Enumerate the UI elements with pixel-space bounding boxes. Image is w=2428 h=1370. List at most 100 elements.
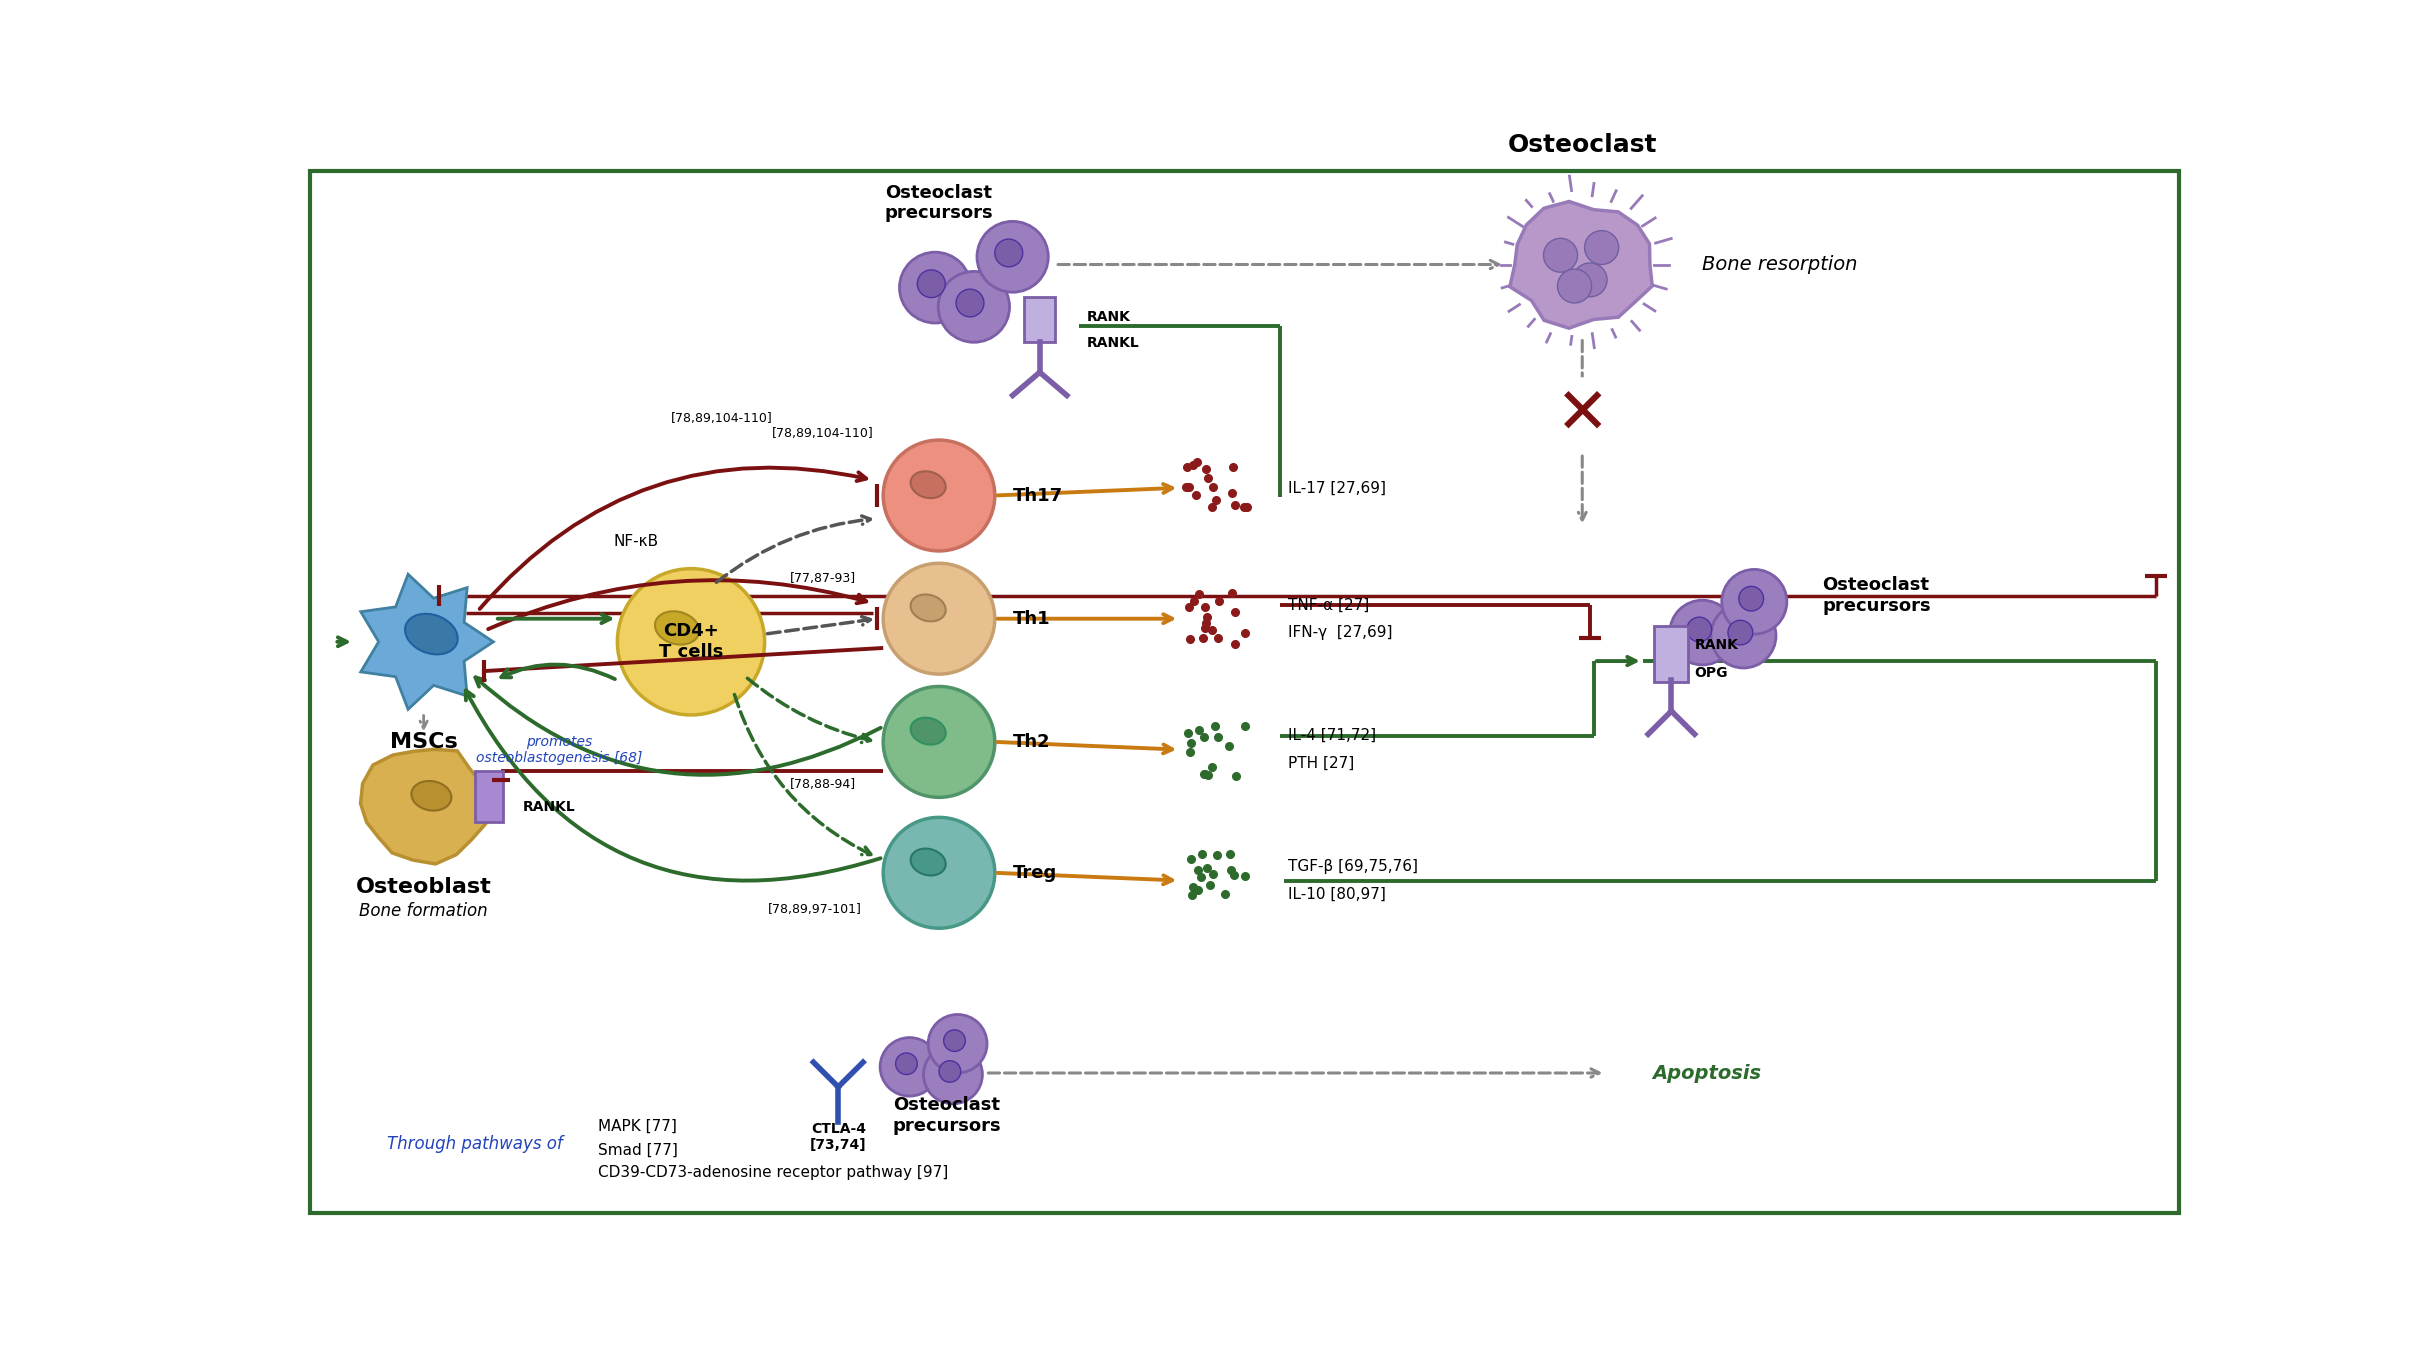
FancyArrowPatch shape	[420, 715, 427, 729]
Polygon shape	[1510, 201, 1651, 329]
Text: Osteoclast
precursors: Osteoclast precursors	[1823, 577, 1930, 615]
FancyArrowPatch shape	[476, 677, 881, 775]
Text: [78,89,104-110]: [78,89,104-110]	[670, 412, 772, 425]
Circle shape	[884, 686, 995, 797]
Text: Bone resorption: Bone resorption	[1702, 255, 1857, 274]
Ellipse shape	[910, 718, 944, 744]
Circle shape	[1729, 621, 1753, 645]
Circle shape	[1544, 238, 1578, 273]
Circle shape	[1721, 570, 1787, 634]
Circle shape	[896, 1054, 918, 1074]
Circle shape	[617, 569, 765, 715]
Circle shape	[995, 240, 1022, 267]
Circle shape	[1670, 600, 1736, 664]
Circle shape	[884, 818, 995, 929]
FancyArrowPatch shape	[1598, 656, 1636, 666]
Circle shape	[1687, 616, 1712, 641]
Text: NF-κB: NF-κB	[614, 534, 658, 549]
Text: TGF-β [69,75,76]: TGF-β [69,75,76]	[1287, 859, 1418, 874]
Text: IL-17 [27,69]: IL-17 [27,69]	[1287, 481, 1386, 496]
Text: [78,89,104-110]: [78,89,104-110]	[772, 427, 874, 440]
Text: promotes
osteoblastogenesis [68]: promotes osteoblastogenesis [68]	[476, 734, 643, 764]
Text: Osteoclast: Osteoclast	[1508, 133, 1656, 158]
FancyArrowPatch shape	[1059, 260, 1498, 269]
FancyArrowPatch shape	[1578, 340, 1585, 447]
Circle shape	[918, 270, 944, 297]
Text: Th17: Th17	[1012, 486, 1063, 504]
Text: RANKL: RANKL	[522, 800, 575, 814]
FancyArrowPatch shape	[481, 467, 867, 608]
Ellipse shape	[410, 781, 452, 811]
Text: [78,89,97-101]: [78,89,97-101]	[767, 903, 862, 917]
FancyArrowPatch shape	[998, 743, 1173, 754]
Text: PTH [27]: PTH [27]	[1287, 756, 1355, 771]
FancyArrowPatch shape	[466, 690, 881, 881]
Text: MSCs: MSCs	[391, 732, 456, 752]
Circle shape	[1556, 269, 1590, 303]
Text: IL-10 [80,97]: IL-10 [80,97]	[1287, 886, 1386, 901]
FancyArrowPatch shape	[998, 484, 1173, 496]
Text: Apoptosis: Apoptosis	[1651, 1063, 1760, 1082]
Text: RANK: RANK	[1695, 638, 1738, 652]
Text: Th1: Th1	[1012, 610, 1051, 627]
Text: IL-4 [71,72]: IL-4 [71,72]	[1287, 729, 1377, 744]
FancyArrowPatch shape	[337, 637, 347, 647]
Circle shape	[923, 1045, 983, 1104]
Text: Smad [77]: Smad [77]	[597, 1143, 677, 1158]
Text: Osteoblast: Osteoblast	[357, 877, 490, 896]
Circle shape	[944, 1030, 966, 1051]
FancyBboxPatch shape	[1025, 297, 1056, 342]
Circle shape	[879, 1037, 940, 1096]
Text: CD4+
T cells: CD4+ T cells	[658, 622, 724, 662]
Circle shape	[1585, 230, 1619, 264]
Circle shape	[884, 440, 995, 551]
Circle shape	[927, 1014, 988, 1073]
Text: Treg: Treg	[1012, 864, 1056, 882]
FancyArrowPatch shape	[998, 873, 1173, 884]
Ellipse shape	[910, 848, 944, 875]
Ellipse shape	[910, 595, 944, 622]
Circle shape	[940, 1060, 961, 1082]
Text: Bone formation: Bone formation	[359, 903, 488, 921]
FancyArrowPatch shape	[988, 1069, 1600, 1077]
Text: TNF-α [27]: TNF-α [27]	[1287, 597, 1369, 612]
Text: RANK: RANK	[1085, 310, 1129, 323]
Text: CD39-CD73-adenosine receptor pathway [97]: CD39-CD73-adenosine receptor pathway [97…	[597, 1166, 949, 1181]
Ellipse shape	[910, 471, 944, 499]
Polygon shape	[359, 749, 486, 864]
Text: IFN-γ  [27,69]: IFN-γ [27,69]	[1287, 625, 1391, 640]
Text: Th2: Th2	[1012, 733, 1051, 751]
Text: ✕: ✕	[1556, 384, 1610, 445]
Text: Through pathways of: Through pathways of	[386, 1134, 563, 1152]
Circle shape	[1573, 263, 1607, 297]
Text: MAPK [77]: MAPK [77]	[597, 1119, 677, 1134]
Text: Osteoclast
precursors: Osteoclast precursors	[894, 1096, 1000, 1134]
Circle shape	[1712, 603, 1775, 669]
Circle shape	[898, 252, 971, 323]
Text: RANKL: RANKL	[1085, 336, 1139, 351]
Circle shape	[884, 563, 995, 674]
Polygon shape	[362, 574, 493, 710]
Circle shape	[976, 222, 1049, 292]
FancyArrowPatch shape	[488, 580, 867, 629]
Ellipse shape	[405, 614, 459, 655]
FancyArrowPatch shape	[767, 616, 869, 634]
FancyBboxPatch shape	[1653, 626, 1687, 682]
Circle shape	[1738, 586, 1763, 611]
Text: [77,87-93]: [77,87-93]	[789, 573, 855, 585]
FancyArrowPatch shape	[748, 678, 872, 743]
Text: CTLA-4
[73,74]: CTLA-4 [73,74]	[811, 1122, 867, 1152]
Text: Osteoclast
precursors: Osteoclast precursors	[884, 184, 993, 222]
Text: [78,88-94]: [78,88-94]	[789, 778, 855, 790]
FancyArrowPatch shape	[733, 695, 872, 855]
Ellipse shape	[656, 611, 699, 645]
FancyArrowPatch shape	[1578, 456, 1585, 521]
FancyArrowPatch shape	[498, 614, 609, 623]
FancyArrowPatch shape	[998, 614, 1173, 623]
FancyArrowPatch shape	[716, 516, 869, 582]
FancyBboxPatch shape	[476, 771, 503, 822]
Circle shape	[957, 289, 983, 316]
Circle shape	[937, 271, 1010, 342]
Text: OPG: OPG	[1695, 666, 1729, 680]
FancyArrowPatch shape	[500, 664, 614, 680]
